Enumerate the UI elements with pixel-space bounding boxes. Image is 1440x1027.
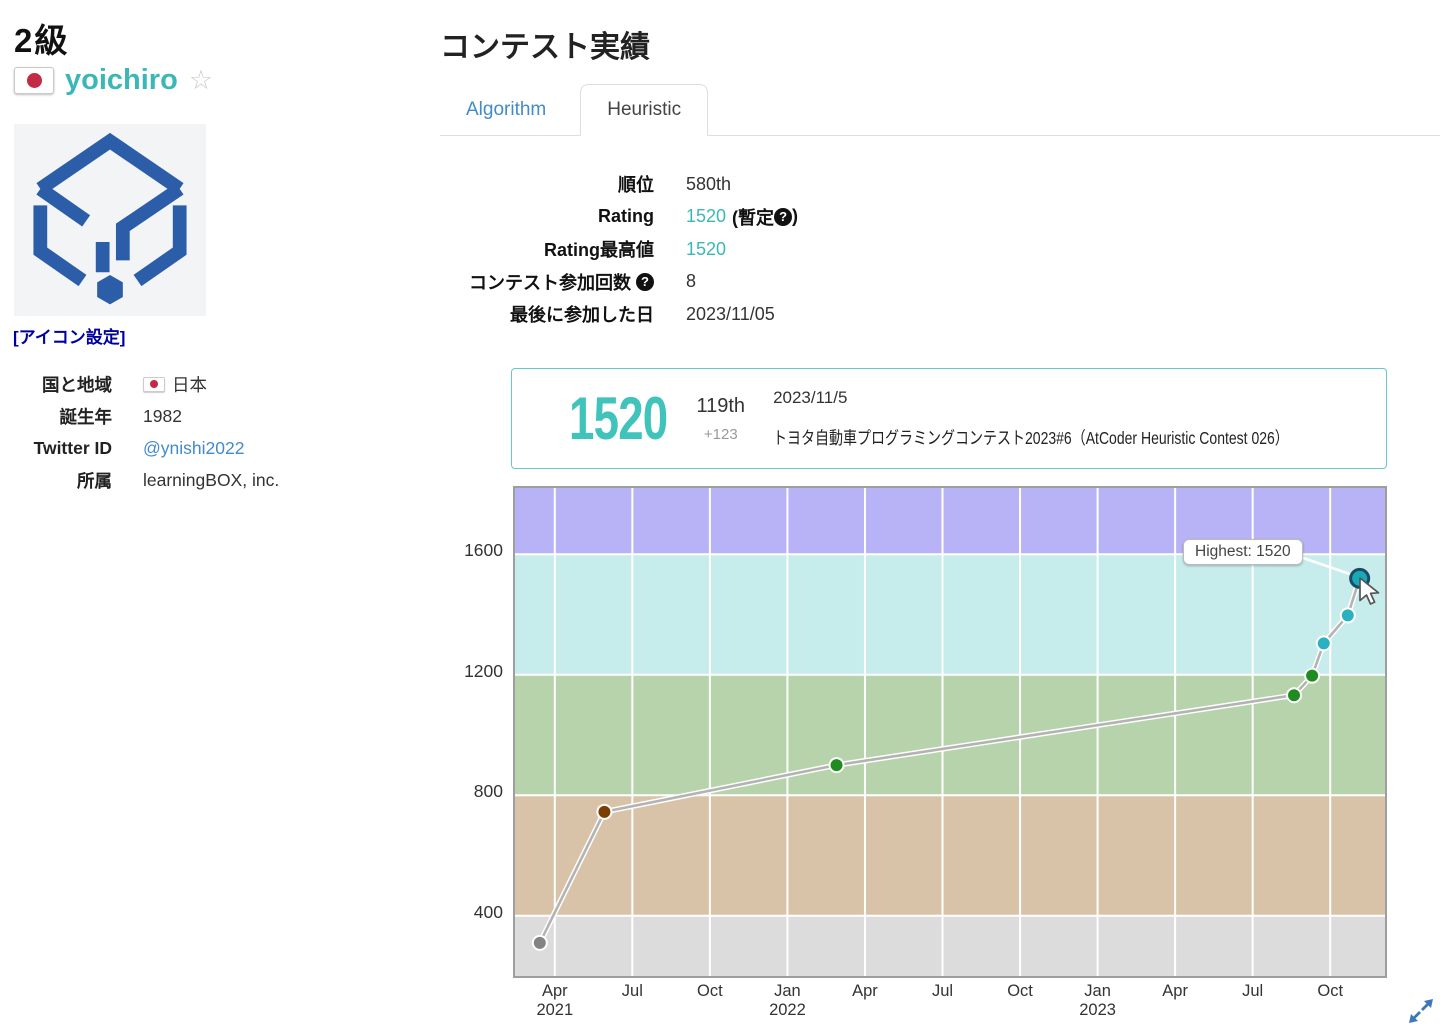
last-participation-label: 最後に参加した日 [510,305,654,326]
latest-rating: 1520 [569,385,668,452]
latest-result-card: 1520 119th +123 2023/11/5 トヨタ自動車プログラミングコ… [511,368,1387,469]
x-axis-tick: Oct [697,982,723,1000]
favorite-star-icon[interactable]: ☆ [188,65,214,95]
birth-year-label: 誕生年 [59,406,113,427]
highest-rating-value: 1520 [686,238,727,259]
stat-rating: Rating 1520 (暫定 ? ) [440,201,798,234]
profile-row-country: 国と地域 日本 [0,368,279,400]
question-circle-icon[interactable]: ? [636,272,654,291]
affiliation-value: learningBOX, inc. [143,469,280,490]
rating-band [515,554,1385,675]
affiliation-label: 所属 [77,470,112,491]
participation-count-value: 8 [686,271,697,292]
x-axis-tick: Jul [621,982,643,1000]
y-axis-tick: 1200 [464,660,503,681]
twitter-id-link[interactable]: @ynishi2022 [143,437,245,458]
rating-band [515,915,1385,976]
rank-label: 順位 [618,175,654,196]
username-link[interactable]: yoichiro [65,64,178,96]
question-circle-icon[interactable]: ? [774,207,793,226]
learningbox-logo [33,132,187,305]
x-axis-tick: Jan 2023 [1079,982,1116,1019]
stats-table: 順位 580th Rating 1520 (暫定 ? ) Rating最高値 1… [440,168,798,331]
japan-flag-icon [14,67,54,94]
rank-value: 580th [686,173,732,194]
x-axis-tick: Jul [931,982,954,1000]
rating-point [1286,687,1303,704]
rating-point [1304,667,1321,684]
y-axis-tick: 1600 [464,540,503,561]
rating-point [596,803,613,820]
x-axis-tick: Oct [1317,982,1344,1000]
tab-heuristic[interactable]: Heuristic [580,84,709,136]
y-axis-tick: 800 [473,781,503,802]
cursor-icon [1359,577,1380,605]
user-row: yoichiro ☆ [14,64,213,97]
rank-class: 2級 [14,22,70,59]
x-axis-tick: Oct [1007,982,1033,1000]
expand-graph-icon[interactable] [1405,995,1437,1027]
stat-last-date: 最後に参加した日 2023/11/05 [440,298,798,331]
rating-band [515,674,1385,796]
stat-rank: 順位 580th [440,168,798,201]
rating-point [531,934,548,951]
y-axis-tick: 400 [473,901,503,922]
icon-setting-link[interactable]: [アイコン設定] [13,328,126,347]
rating-provisional-note: (暫定 [732,207,775,228]
latest-contest-date: 2023/11/5 [773,387,848,407]
rating-label: Rating [598,206,654,227]
participation-count-label: コンテスト参加回数 [469,272,631,293]
rating-point [1339,607,1356,624]
page-title: コンテスト実績 [440,31,650,64]
country-label: 国と地域 [42,374,112,395]
twitter-id-label: Twitter ID [33,437,112,458]
rating-point [828,757,845,774]
stat-highest: Rating最高値 1520 [440,233,798,266]
birth-year-value: 1982 [143,405,182,426]
tab-algorithm[interactable]: Algorithm [466,99,547,120]
rating-point [1315,635,1332,652]
last-participation-value: 2023/11/05 [686,303,775,324]
latest-rating-diff: +123 [703,425,738,443]
x-axis-tick: Jul [1242,982,1264,1000]
x-axis-tick: Jan 2022 [769,982,806,1019]
rating-graph[interactable] [513,486,1387,978]
highest-rating-tooltip: Highest: 1520 [1183,539,1303,565]
country-value: 日本 [172,374,207,395]
latest-place: 119th [696,394,746,417]
rating-provisional-note-close: ) [792,206,799,227]
avatar [14,124,206,316]
profile-table: 国と地域 日本 誕生年 1982 Twitter ID @ynishi2022 … [0,368,280,496]
profile-row-affiliation: 所属 learningBOX, inc. [0,464,279,496]
rating-value: 1520 [686,206,727,227]
highest-rating-label: Rating最高値 [544,240,654,261]
profile-row-birth: 誕生年 1982 [0,400,279,432]
rating-band [515,795,1385,916]
stat-count: コンテスト参加回数 ? 8 [440,266,798,299]
latest-contest-name[interactable]: トヨタ自動車プログラミングコンテスト2023#6（AtCoder Heurist… [773,427,1289,448]
profile-row-twitter: Twitter ID @ynishi2022 [0,432,279,464]
x-axis-tick: Apr 2021 [536,982,574,1019]
japan-flag-small-icon [143,376,165,392]
x-axis-tick: Apr [1162,982,1188,1000]
x-axis-tick: Apr [852,982,878,1000]
tab-bar: Algorithm Heuristic [440,80,1440,136]
